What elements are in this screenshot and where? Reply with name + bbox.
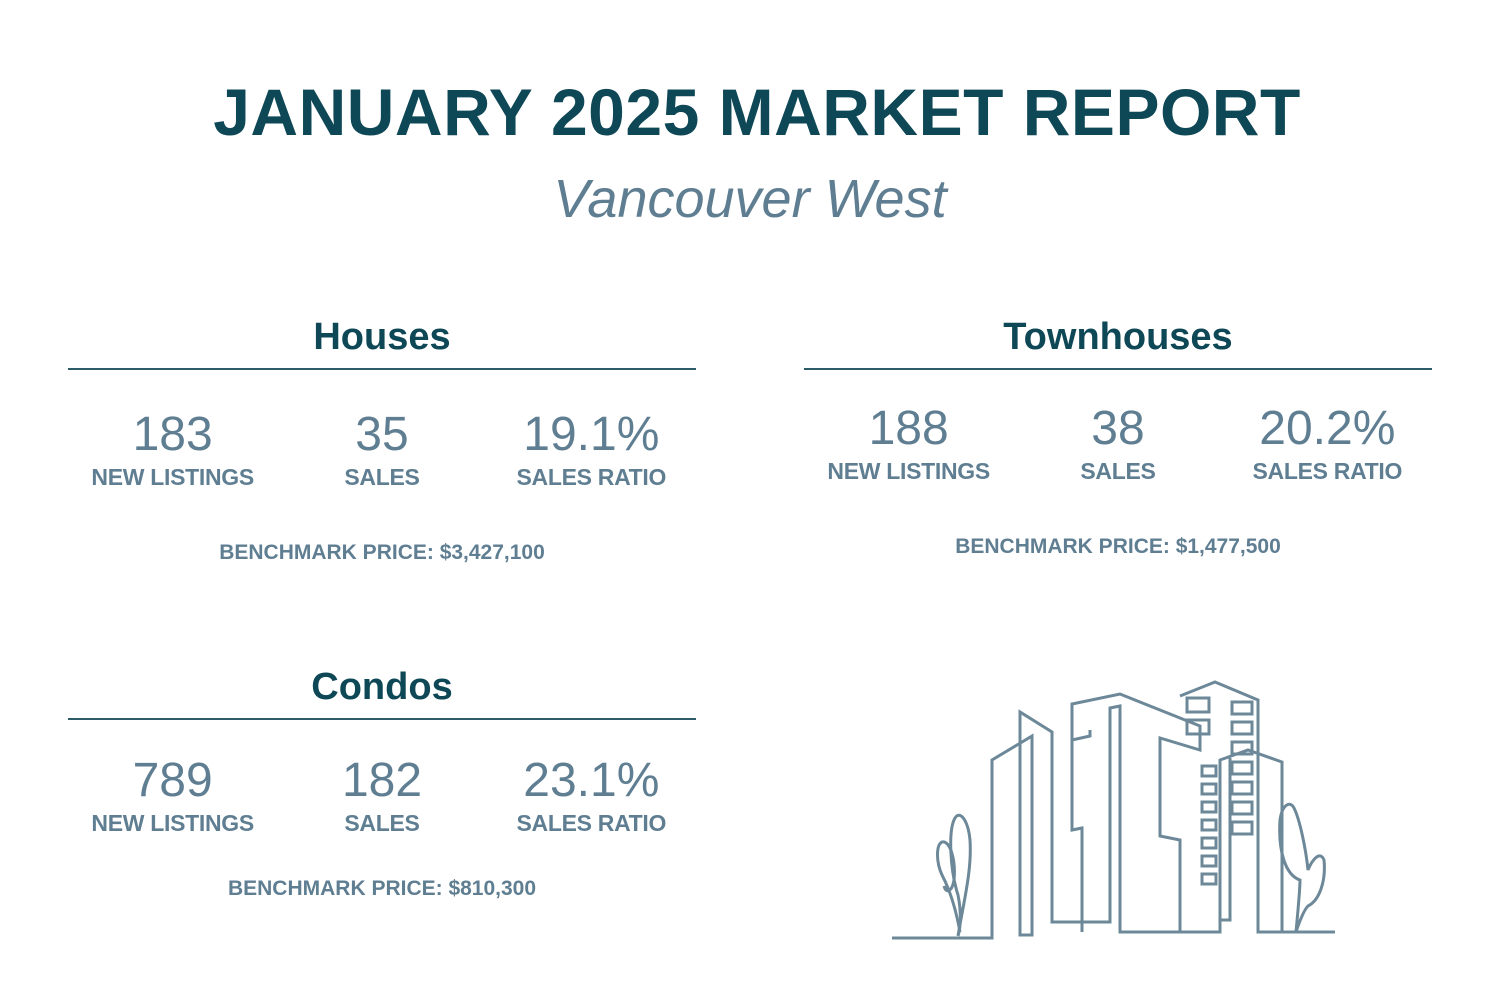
stat-value: 20.2%	[1259, 402, 1396, 455]
stat-value: 182	[341, 754, 423, 807]
section-divider	[68, 368, 696, 370]
stat-value: 38	[1091, 402, 1145, 455]
benchmark-price: BENCHMARK PRICE: $3,427,100	[219, 541, 545, 564]
stat-value: 789	[132, 754, 213, 807]
stat-value: 183	[132, 408, 213, 461]
stat-new-listings: 183 NEW LISTINGS	[68, 410, 277, 491]
stat-sales: 182 SALES	[277, 756, 486, 837]
section-divider	[804, 368, 1432, 370]
stat-new-listings: 789 NEW LISTINGS	[68, 756, 277, 837]
stat-value: 188	[868, 402, 949, 455]
benchmark-price: BENCHMARK PRICE: $1,477,500	[955, 535, 1281, 558]
benchmark-price: BENCHMARK PRICE: $810,300	[227, 877, 537, 900]
stat-sales-ratio: 23.1% SALES RATIO	[487, 756, 696, 837]
stat-label: SALES RATIO	[516, 464, 667, 490]
stat-sales: 38 SALES	[1013, 404, 1222, 485]
stat-value: 19.1%	[523, 408, 660, 461]
section-condos: Condos 789 NEW LISTINGS 182 SALES 23.1% SAL…	[68, 662, 696, 901]
stat-label: NEW LISTINGS	[827, 458, 990, 484]
section-title: Houses	[313, 316, 451, 358]
stat-new-listings: 188 NEW LISTINGS	[804, 404, 1013, 485]
stat-value: 23.1%	[523, 754, 660, 807]
report-subtitle: Vancouver West	[553, 169, 947, 229]
section-title: Condos	[311, 666, 453, 708]
stat-value: 35	[355, 408, 409, 461]
stat-label: SALES	[344, 464, 420, 490]
stat-label: NEW LISTINGS	[91, 810, 254, 836]
stat-label: SALES	[344, 810, 420, 836]
stat-label: NEW LISTINGS	[91, 464, 254, 490]
section-townhouses: Townhouses 188 NEW LISTINGS 38 SALES 20.2%…	[804, 312, 1432, 559]
stat-label: SALES RATIO	[1252, 458, 1403, 484]
stat-sales: 35 SALES	[277, 410, 486, 491]
section-houses: Houses 183 NEW LISTINGS 35 SALES 19.1% SALE…	[68, 312, 696, 565]
stat-label: SALES	[1080, 458, 1156, 484]
section-title: Townhouses	[1003, 316, 1233, 358]
stat-sales-ratio: 19.1% SALES RATIO	[487, 410, 696, 491]
city-skyline-line-art-icon	[892, 680, 1335, 940]
report-title: JANUARY 2025 MARKET REPORT	[213, 75, 1301, 149]
stat-sales-ratio: 20.2% SALES RATIO	[1223, 404, 1432, 485]
stat-label: SALES RATIO	[516, 810, 667, 836]
section-divider	[68, 718, 696, 720]
